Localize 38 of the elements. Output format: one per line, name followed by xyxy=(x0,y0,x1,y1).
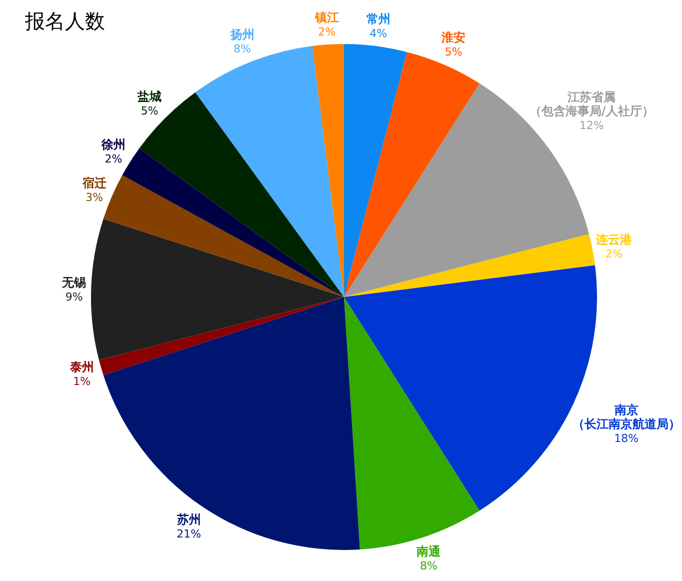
data-label: 3% xyxy=(86,190,104,204)
data-label: 4% xyxy=(370,27,388,40)
pie-slice xyxy=(312,44,344,297)
pie-slice xyxy=(103,297,360,550)
slice-label: 常州 xyxy=(366,12,390,26)
data-label: 8% xyxy=(420,560,438,573)
data-label: 8% xyxy=(234,42,252,56)
slice-label: 扬州 xyxy=(229,27,254,42)
pie-slice xyxy=(344,234,596,297)
slice-label: 宿迁 xyxy=(81,176,106,190)
pie-slice xyxy=(344,265,597,511)
data-label: 2% xyxy=(605,247,623,260)
data-label: 5% xyxy=(140,104,158,118)
data-label: 5% xyxy=(444,46,462,59)
chart-title: 报名人数 xyxy=(24,9,105,33)
slice-label: 镇江 xyxy=(314,10,339,25)
slice-label: 徐州 xyxy=(100,138,126,152)
slice-label: 淮安 xyxy=(440,30,466,45)
data-label: 18% xyxy=(614,432,639,445)
slice-label: 盐城 xyxy=(136,90,162,104)
slice-label: 苏州 xyxy=(176,512,201,526)
data-label: 2% xyxy=(318,26,336,39)
data-label: 21% xyxy=(176,527,202,540)
pie-slice xyxy=(139,92,344,297)
pie-slice xyxy=(195,46,344,297)
slice-label: 无锡 xyxy=(61,276,86,290)
data-label: 1% xyxy=(73,375,91,388)
slice-label: 泰州 xyxy=(68,360,94,374)
data-label: 12% xyxy=(579,119,604,132)
pie-slice xyxy=(91,218,344,360)
slice-label: 连云港 xyxy=(595,232,634,246)
pie-slice xyxy=(344,44,407,297)
data-label: 2% xyxy=(104,152,122,166)
slice-label: 南通 xyxy=(416,544,442,559)
slice-label: 南京（长江南京航道局） xyxy=(572,402,680,431)
data-label: 9% xyxy=(65,290,83,304)
pie-slice xyxy=(98,297,344,376)
slice-label: 江苏省属（包含海事局/人社厅） xyxy=(529,90,654,118)
